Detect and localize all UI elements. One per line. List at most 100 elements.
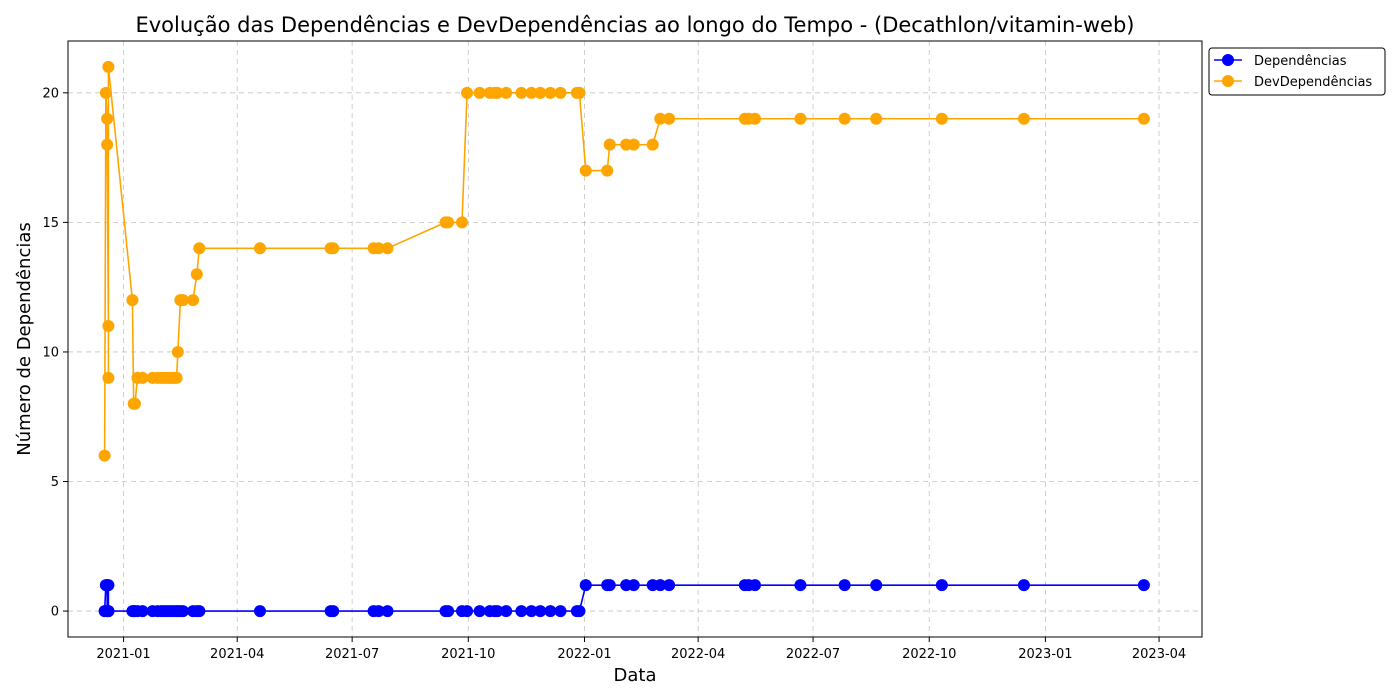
data-point-devdependencias [870,112,883,125]
data-point-devdependencias [525,86,538,99]
x-tick-label: 2021-10 [441,647,495,662]
data-point-devdependencias [253,242,266,255]
legend-box [1208,47,1386,96]
data-point-dependencias [193,605,206,618]
data-point-devdependencias [101,112,114,125]
data-point-devdependencias [136,371,149,384]
data-point-dependencias [654,579,667,592]
data-point-dependencias [500,605,513,618]
data-point-devdependencias [500,86,513,99]
x-tick-label: 2021-01 [96,647,150,662]
data-point-dependencias [1017,579,1030,592]
data-point-devdependencias [101,138,114,151]
data-point-dependencias [534,605,547,618]
data-point-dependencias [554,605,567,618]
data-point-devdependencias [794,112,807,125]
data-point-dependencias [176,605,189,618]
data-point-devdependencias [102,371,115,384]
data-point-devdependencias [1137,112,1150,125]
data-point-devdependencias [128,397,141,410]
x-tick-label: 2022-01 [557,647,611,662]
data-point-devdependencias [654,112,667,125]
x-tick-label: 2023-04 [1132,647,1186,662]
data-point-devdependencias [461,86,474,99]
data-point-dependencias [579,579,592,592]
data-point-devdependencias [193,242,206,255]
y-tick-label: 20 [42,86,59,101]
data-point-devdependencias [372,242,385,255]
data-point-devdependencias [1017,112,1030,125]
y-tick-label: 5 [51,475,59,490]
data-point-dependencias [515,605,528,618]
data-point-devdependencias [579,164,592,177]
x-tick-label: 2022-10 [902,647,956,662]
data-point-dependencias [381,605,394,618]
data-point-devdependencias [381,242,394,255]
y-axis-ticks: 0 5 10 15 20 [42,86,68,620]
data-point-dependencias [461,605,474,618]
data-point-devdependencias [98,449,111,462]
data-point-dependencias [627,579,640,592]
data-point-devdependencias [491,86,504,99]
data-point-dependencias [870,579,883,592]
y-tick-label: 0 [51,605,59,620]
x-tick-label: 2023-01 [1018,647,1072,662]
data-point-devdependencias [935,112,948,125]
data-point-devdependencias [473,86,486,99]
data-point-dependencias [102,579,115,592]
grid-lines [68,41,1202,637]
data-point-devdependencias [838,112,851,125]
data-point-devdependencias [646,138,659,151]
x-axis-label: Data [614,665,657,686]
data-point-dependencias [573,605,586,618]
data-point-devdependencias [534,86,547,99]
data-point-devdependencias [102,320,115,333]
legend-marker-dependencias [1222,54,1234,66]
x-axis-ticks: 2021-01 2021-04 2021-07 2021-10 2022-01 2022-… [96,637,1186,662]
series-layer [98,60,1150,618]
data-point-dependencias [794,579,807,592]
data-point-devdependencias [554,86,567,99]
y-tick-label: 10 [42,345,59,360]
data-point-devdependencias [748,112,761,125]
data-point-dependencias [442,605,455,618]
x-tick-label: 2021-07 [325,647,379,662]
data-point-devdependencias [573,86,586,99]
y-axis-label: Número de Dependências [14,222,35,456]
data-point-devdependencias [627,138,640,151]
series-dependencias [98,579,1150,618]
data-point-devdependencias [442,216,455,229]
data-point-dependencias [1137,579,1150,592]
series-line-devdependencias [103,66,1144,456]
legend-label-devdependencias: DevDependências [1254,75,1372,90]
chart-title: Evolução das Dependências e DevDependênc… [135,13,1134,37]
data-point-devdependencias [190,268,203,281]
data-point-devdependencias [456,216,468,229]
data-point-dependencias [491,605,504,618]
data-point-devdependencias [601,164,614,177]
data-point-dependencias [838,579,851,592]
plot-area-frame [67,40,1203,638]
legend-label-dependencias: Dependências [1254,54,1347,69]
legend: Dependências DevDependências [1208,47,1386,96]
data-point-dependencias [525,605,538,618]
data-point-devdependencias [99,86,112,99]
data-point-dependencias [935,579,948,592]
x-tick-label: 2021-04 [210,647,264,662]
data-point-devdependencias [176,294,189,307]
data-point-dependencias [102,605,115,618]
data-point-dependencias [544,605,557,618]
data-point-dependencias [663,579,676,592]
x-tick-label: 2022-04 [671,647,725,662]
data-point-devdependencias [170,371,183,384]
x-tick-label: 2022-07 [786,647,840,662]
data-point-dependencias [473,605,486,618]
data-point-devdependencias [544,86,557,99]
data-point-devdependencias [102,60,115,73]
y-tick-label: 15 [42,216,59,231]
data-point-dependencias [372,605,385,618]
legend-entry-dependencias: Dependências [1214,54,1347,69]
data-point-dependencias [327,605,340,618]
data-point-dependencias [748,579,761,592]
